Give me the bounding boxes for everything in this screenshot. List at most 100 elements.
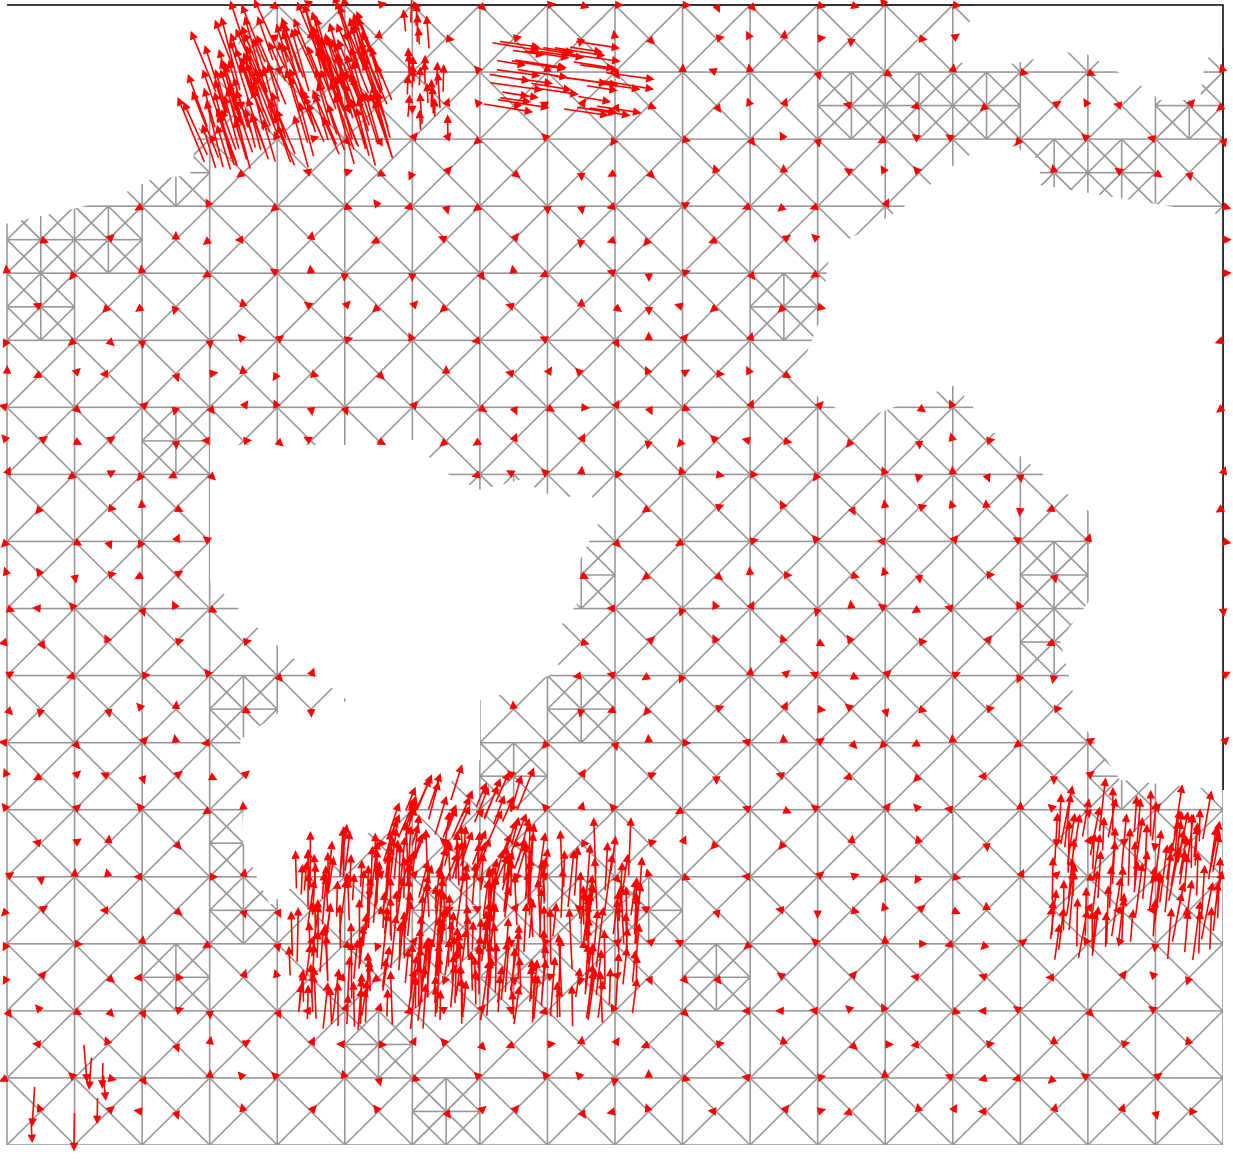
velocity-arrow [171,372,181,383]
velocity-arrow [134,571,144,580]
velocity-arrow [917,503,928,512]
velocity-arrow [273,399,282,409]
mesh-edge [141,406,177,442]
velocity-arrow [72,437,83,446]
velocity-arrow [564,108,609,119]
velocity-arrow [475,782,488,808]
velocity-arrow [403,948,413,984]
velocity-arrow [811,938,821,947]
velocity-arrow [442,975,450,986]
velocity-arrow [644,331,654,341]
velocity-arrow [209,369,219,379]
velocity-arrow [644,733,654,743]
velocity-arrow [66,671,76,680]
velocity-arrow [674,806,685,815]
velocity-arrow [712,776,721,785]
velocity-arrow [138,775,147,785]
mesh-edge [209,1077,278,1146]
velocity-arrow [750,470,759,479]
velocity-arrow [576,871,585,919]
velocity-arrow [32,604,41,613]
velocity-arrow [579,571,590,579]
mesh-edge [1053,540,1089,576]
velocity-arrow [202,940,212,949]
mesh-edge [209,675,245,710]
velocity-arrow [712,164,721,174]
velocity-arrow [408,171,417,181]
velocity-arrow [306,963,316,1013]
velocity-arrow [472,906,482,914]
velocity-arrow [403,202,414,211]
velocity-arrow [383,988,392,1017]
velocity-arrow [204,668,213,679]
velocity-arrow [815,737,826,747]
velocity-arrow [606,671,616,680]
velocity-arrow [2,975,11,985]
velocity-arrow [914,834,924,845]
velocity-arrow [813,138,822,148]
velocity-arrow [815,638,826,647]
velocity-arrow [443,842,453,866]
velocity-arrow [781,234,792,244]
velocity-arrow [982,842,991,852]
velocity-arrow [577,433,586,443]
mesh-edge [884,105,920,140]
velocity-arrow [472,202,483,212]
velocity-arrow [415,66,425,86]
velocity-arrow [492,795,506,825]
velocity-arrow [779,97,788,107]
velocity-arrow [1119,897,1128,943]
velocity-arrow [678,674,687,684]
velocity-arrow [431,885,441,915]
velocity-arrow [106,470,117,479]
velocity-arrow [577,98,586,108]
velocity-arrow [503,886,513,914]
velocity-arrow [372,863,383,923]
velocity-arrow [490,922,499,963]
mesh-edge [209,909,245,945]
velocity-arrow [2,365,12,374]
velocity-arrow [681,134,692,144]
land-region [1223,790,1233,1145]
velocity-arrow [0,538,10,548]
velocity-arrow [610,1077,620,1087]
velocity-arrow [71,740,81,750]
velocity-arrow [136,472,146,482]
velocity-arrow [880,0,889,8]
velocity-arrow [944,604,954,613]
velocity-arrow [620,853,632,903]
velocity-arrow [549,956,559,1017]
velocity-arrow [0,738,8,747]
mesh-edge [1019,540,1055,576]
land-region [800,140,1223,790]
velocity-arrow [349,981,358,1027]
velocity-arrow [513,985,523,1025]
velocity-arrow [253,0,286,69]
velocity-arrow [986,436,996,446]
velocity-arrow [1081,886,1091,936]
velocity-arrow [912,803,922,813]
velocity-arrow [472,842,487,879]
velocity-arrow [1014,136,1024,147]
velocity-arrow [644,1069,654,1078]
velocity-arrow [977,771,987,781]
velocity-arrow [1189,1107,1199,1116]
velocity-arrow [910,1040,920,1049]
velocity-arrow [948,733,958,743]
velocity-arrow [434,795,449,835]
velocity-arrow [1117,1103,1126,1113]
velocity-arrow [305,943,314,977]
velocity-arrow [274,335,285,344]
velocity-arrow [645,35,656,45]
velocity-arrow [644,306,654,316]
velocity-arrow [600,929,609,985]
mesh-edge [1087,775,1123,811]
velocity-arrow [134,202,145,211]
velocity-arrow [595,906,607,968]
velocity-arrow [1049,164,1059,174]
velocity-arrow [813,70,822,81]
velocity-arrow [647,101,657,110]
velocity-arrow [27,1121,37,1144]
velocity-arrow [603,80,655,93]
velocity-arrow [139,401,149,411]
